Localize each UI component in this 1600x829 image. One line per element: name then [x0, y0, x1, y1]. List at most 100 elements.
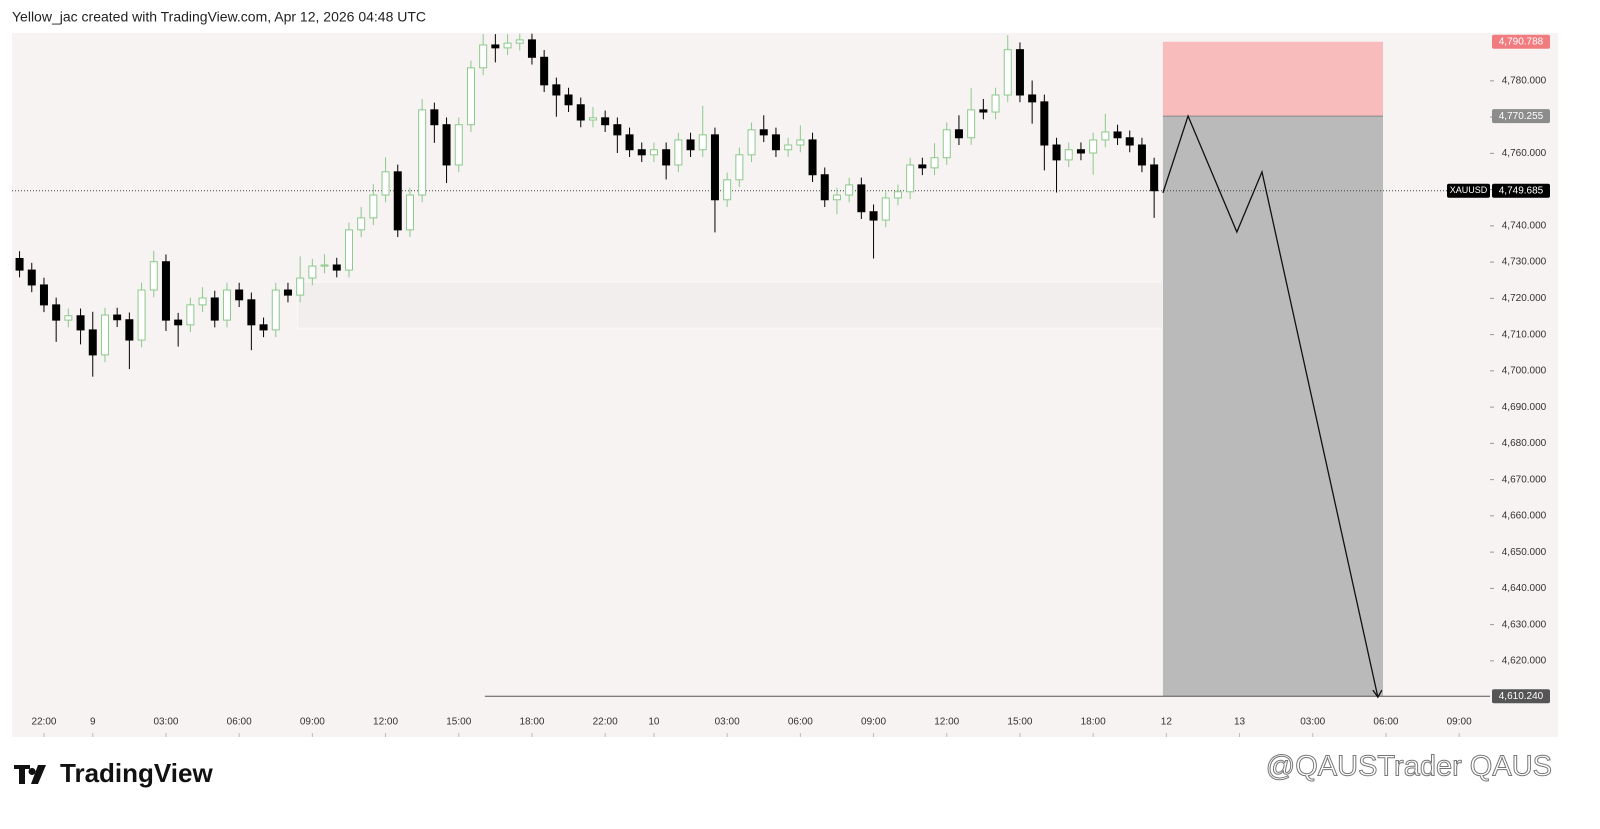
candle-body — [369, 194, 378, 219]
candle-body — [613, 124, 622, 136]
candle-body — [64, 315, 73, 321]
candle-body — [1101, 131, 1110, 141]
entry-label: 4,770.255 — [1499, 111, 1544, 122]
candle-body — [954, 129, 963, 139]
candle-body — [235, 289, 244, 301]
y-tick-label: 4,760.000 — [1502, 148, 1547, 159]
candle-body — [442, 124, 451, 166]
candle-body — [88, 329, 97, 356]
symbol-bg — [1447, 183, 1490, 198]
candle-body — [808, 139, 817, 176]
y-tick-label: 4,680.000 — [1502, 438, 1547, 449]
candle-body — [625, 134, 634, 151]
candle-body — [747, 129, 756, 156]
y-tick-label: 4,710.000 — [1502, 329, 1547, 340]
candle-body — [39, 284, 48, 306]
candle-body — [1113, 131, 1122, 139]
candle-body — [869, 211, 878, 221]
candle-body — [1125, 137, 1134, 146]
candle-body — [698, 134, 707, 151]
candle-body — [893, 191, 902, 199]
candle-body — [113, 314, 122, 321]
candle-body — [649, 149, 658, 156]
candle-body — [381, 171, 390, 196]
y-tick-label: 4,620.000 — [1502, 656, 1547, 667]
header: Yellow_jac created with TradingView.com,… — [12, 9, 426, 25]
candle-body — [601, 117, 610, 126]
candle-body — [100, 314, 109, 356]
x-tick-label: 12 — [1161, 717, 1173, 728]
candle-body — [552, 84, 561, 96]
x-tick-label: 13 — [1234, 717, 1246, 728]
target-label: 4,610.240 — [1499, 691, 1544, 702]
logo-icon — [14, 765, 46, 784]
plot: 4,620.000 4,630.000 4,640.000 4,650.000 4,66… — [12, 33, 1550, 737]
candle-body — [308, 265, 317, 279]
candle-body — [320, 264, 329, 267]
x-tick-label: 03:00 — [715, 717, 740, 728]
candle-body — [1015, 49, 1024, 96]
x-tick-label: 9 — [90, 717, 96, 728]
candle-body — [588, 117, 597, 121]
candle-body — [503, 42, 512, 49]
x-tick-label: 22:00 — [31, 717, 56, 728]
candle-body — [857, 184, 866, 213]
candle-body — [454, 124, 463, 166]
last-price-label-bg — [1492, 183, 1550, 198]
candle-body — [357, 217, 366, 231]
y-tick-label: 4,690.000 — [1502, 402, 1547, 413]
candle-body — [161, 261, 170, 321]
candle-body — [271, 289, 280, 331]
candle-body — [564, 94, 573, 106]
candle-body — [662, 149, 671, 166]
y-tick-label: 4,650.000 — [1502, 547, 1547, 558]
y-tick-label: 4,740.000 — [1502, 220, 1547, 231]
stop-zone — [1162, 41, 1384, 117]
candle-body — [832, 194, 841, 201]
y-tick-label: 4,640.000 — [1502, 583, 1547, 594]
x-tick-label: 15:00 — [1007, 717, 1032, 728]
candle-body — [332, 264, 341, 271]
x-tick-label: 10 — [648, 717, 660, 728]
target-label-bg — [1492, 689, 1550, 704]
x-tick-label: 09:00 — [1447, 717, 1472, 728]
x-tick-label: 22:00 — [593, 717, 618, 728]
candle-body — [674, 139, 683, 166]
x-tick-label: 06:00 — [227, 717, 252, 728]
candle-body — [76, 315, 85, 331]
candle-body — [198, 297, 207, 306]
stop-label: 4,790.788 — [1499, 36, 1544, 47]
projection-arrow — [1372, 689, 1383, 699]
candle-body — [174, 319, 183, 326]
candle-body — [149, 261, 158, 291]
x-tick-label: 03:00 — [1300, 717, 1325, 728]
candle-body — [979, 109, 988, 113]
candle-body — [906, 164, 915, 193]
y-tick-label: 4,660.000 — [1502, 511, 1547, 522]
x-tick-label: 18:00 — [519, 717, 544, 728]
candle-body — [710, 134, 719, 201]
stop-label-bg — [1492, 34, 1550, 49]
y-tick-label: 4,780.000 — [1502, 75, 1547, 86]
candle-body — [466, 67, 475, 126]
candle-body — [296, 277, 305, 296]
y-tick-label: 4,670.000 — [1502, 474, 1547, 485]
candle-body — [1028, 94, 1037, 103]
candle-body — [1040, 101, 1049, 146]
candle-body — [479, 44, 488, 69]
candle-body — [796, 139, 805, 146]
candle-body — [52, 304, 61, 321]
candle-body — [491, 44, 500, 49]
candle-body — [942, 129, 951, 159]
candle-body — [1003, 49, 1012, 96]
candle-body — [723, 179, 732, 201]
candle-body — [1076, 149, 1085, 154]
candle-body — [759, 129, 768, 136]
candle-body — [820, 174, 829, 201]
entry-label-bg — [1492, 109, 1550, 124]
candle-body — [881, 197, 890, 221]
candle-body — [418, 109, 427, 196]
candle-body — [222, 289, 231, 321]
candle-body — [845, 184, 854, 196]
